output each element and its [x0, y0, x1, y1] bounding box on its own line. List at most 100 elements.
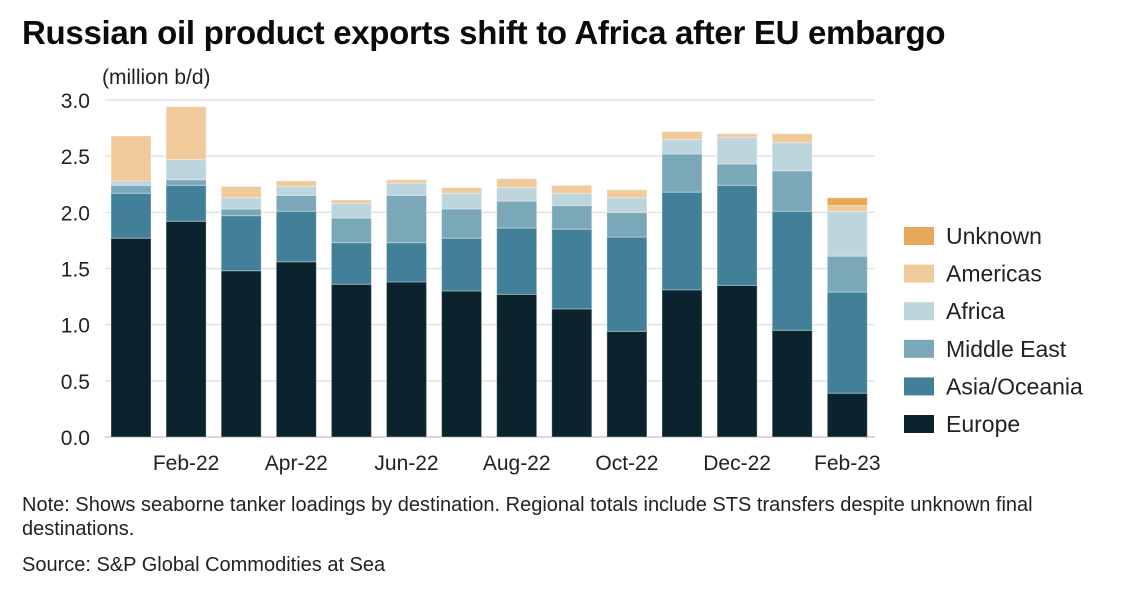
bar-segment-africa: [275, 185, 317, 196]
bar-segment-europe: [275, 261, 317, 438]
bar-segment-middle-east: [826, 255, 868, 293]
bar-segment-asia-oceania: [275, 210, 317, 263]
bar-segment-middle-east: [110, 184, 152, 194]
bar-segment-middle-east: [771, 170, 813, 212]
y-tick-label: 2.0: [61, 202, 90, 225]
legend-swatch: [904, 302, 934, 321]
x-tick-label: Jun-22: [374, 452, 438, 475]
bar-segment-europe: [826, 392, 868, 438]
bar-segment-africa: [496, 187, 538, 202]
bar-segment-americas: [441, 187, 483, 194]
x-tick-label: Aug-22: [483, 452, 551, 475]
bar-segment-europe: [716, 284, 758, 438]
bar-segment-asia-oceania: [551, 228, 593, 310]
legend-label: Middle East: [946, 336, 1067, 362]
x-tick-label: Dec-22: [703, 452, 771, 475]
bar-segment-africa: [330, 202, 372, 219]
bar-segment-middle-east: [551, 205, 593, 230]
bar-segment-europe: [496, 293, 538, 438]
bar-segment-asia-oceania: [330, 242, 372, 285]
legend-label: Americas: [946, 261, 1042, 287]
bar-segment-americas: [386, 179, 427, 184]
legend-label: Unknown: [946, 223, 1042, 249]
bar-segment-asia-oceania: [386, 242, 427, 283]
bar-segment-africa: [551, 192, 593, 207]
x-tick-label: Feb-23: [814, 452, 881, 475]
bar-segment-middle-east: [441, 208, 483, 239]
bar-segment-europe: [165, 220, 207, 438]
bar-segment-africa: [110, 180, 152, 186]
bar-segment-americas: [330, 199, 372, 204]
bar-segment-middle-east: [220, 208, 262, 217]
bar-segment-europe: [661, 289, 703, 438]
bar-segment-middle-east: [496, 200, 538, 229]
bar-segment-middle-east: [330, 217, 372, 244]
bar-segment-americas: [606, 189, 648, 199]
legend-swatch: [904, 377, 934, 396]
bar-segment-middle-east: [661, 153, 703, 193]
bar-segment-europe: [551, 308, 593, 438]
bar-segment-europe: [386, 281, 427, 438]
chart-source: Source: S&P Global Commodities at Sea: [22, 554, 386, 576]
bar-segment-americas: [661, 130, 703, 140]
y-tick-label: 0.5: [61, 371, 90, 394]
y-tick-label: 1.5: [61, 259, 90, 282]
bar-segment-africa: [220, 197, 262, 210]
bar-segment-europe: [771, 329, 813, 438]
bar-segment-americas: [551, 184, 593, 194]
bar-segment-americas: [716, 133, 758, 138]
legend-swatch: [904, 264, 934, 283]
bar-segment-middle-east: [275, 194, 317, 212]
legend-label: Europe: [946, 411, 1020, 437]
bar-segment-unknown: [826, 197, 868, 207]
y-tick-label: 3.0: [61, 90, 90, 113]
bar-segment-americas: [165, 106, 207, 161]
chart-note: Note: Shows seaborne tanker loadings by …: [22, 494, 1033, 540]
bar-segment-africa: [771, 142, 813, 172]
bar-segment-middle-east: [606, 211, 648, 238]
bar-segment-middle-east: [716, 163, 758, 186]
y-tick-label: 2.5: [61, 146, 90, 169]
y-tick-label: 0.0: [61, 427, 90, 450]
legend-label: Asia/Oceania: [946, 373, 1083, 399]
bar-segment-americas: [496, 178, 538, 189]
y-axis-unit-label: (million b/d): [102, 66, 211, 89]
legend-label: Africa: [946, 298, 1005, 324]
bar-segment-europe: [606, 330, 648, 438]
bar-segment-europe: [220, 270, 262, 438]
bar-segment-americas: [110, 135, 152, 182]
bar-segment-africa: [441, 192, 483, 210]
bar-segment-africa: [661, 138, 703, 155]
bar-segment-africa: [716, 136, 758, 165]
bar-segment-asia-oceania: [606, 236, 648, 332]
bar-segment-africa: [606, 197, 648, 213]
bar-segment-asia-oceania: [771, 210, 813, 331]
bar-segment-asia-oceania: [716, 184, 758, 286]
bar-segment-asia-oceania: [220, 215, 262, 272]
x-tick-label: Oct-22: [595, 452, 658, 475]
legend-swatch: [904, 227, 934, 245]
y-tick-label: 1.0: [61, 315, 90, 338]
bar-segment-americas: [826, 205, 868, 212]
bar-segment-africa: [386, 182, 427, 196]
bar-segment-americas: [771, 133, 813, 144]
bar-segment-americas: [275, 180, 317, 187]
legend-swatch: [904, 415, 934, 433]
bar-segment-middle-east: [165, 179, 207, 186]
bar-segment-asia-oceania: [165, 184, 207, 222]
bar-segment-asia-oceania: [826, 291, 868, 394]
bar-segment-africa: [826, 210, 868, 257]
bar-segment-asia-oceania: [110, 192, 152, 239]
chart-title: Russian oil product exports shift to Afr…: [22, 14, 946, 51]
x-tick-label: Feb-22: [153, 452, 220, 475]
legend-swatch: [904, 339, 934, 358]
bar-segment-europe: [110, 237, 152, 438]
bar-segment-middle-east: [386, 194, 427, 244]
bar-segment-asia-oceania: [496, 227, 538, 295]
bar-segment-africa: [165, 159, 207, 181]
bar-segment-asia-oceania: [661, 191, 703, 291]
bar-segment-americas: [220, 185, 262, 199]
bar-segment-europe: [441, 290, 483, 438]
x-tick-label: Apr-22: [265, 452, 328, 475]
